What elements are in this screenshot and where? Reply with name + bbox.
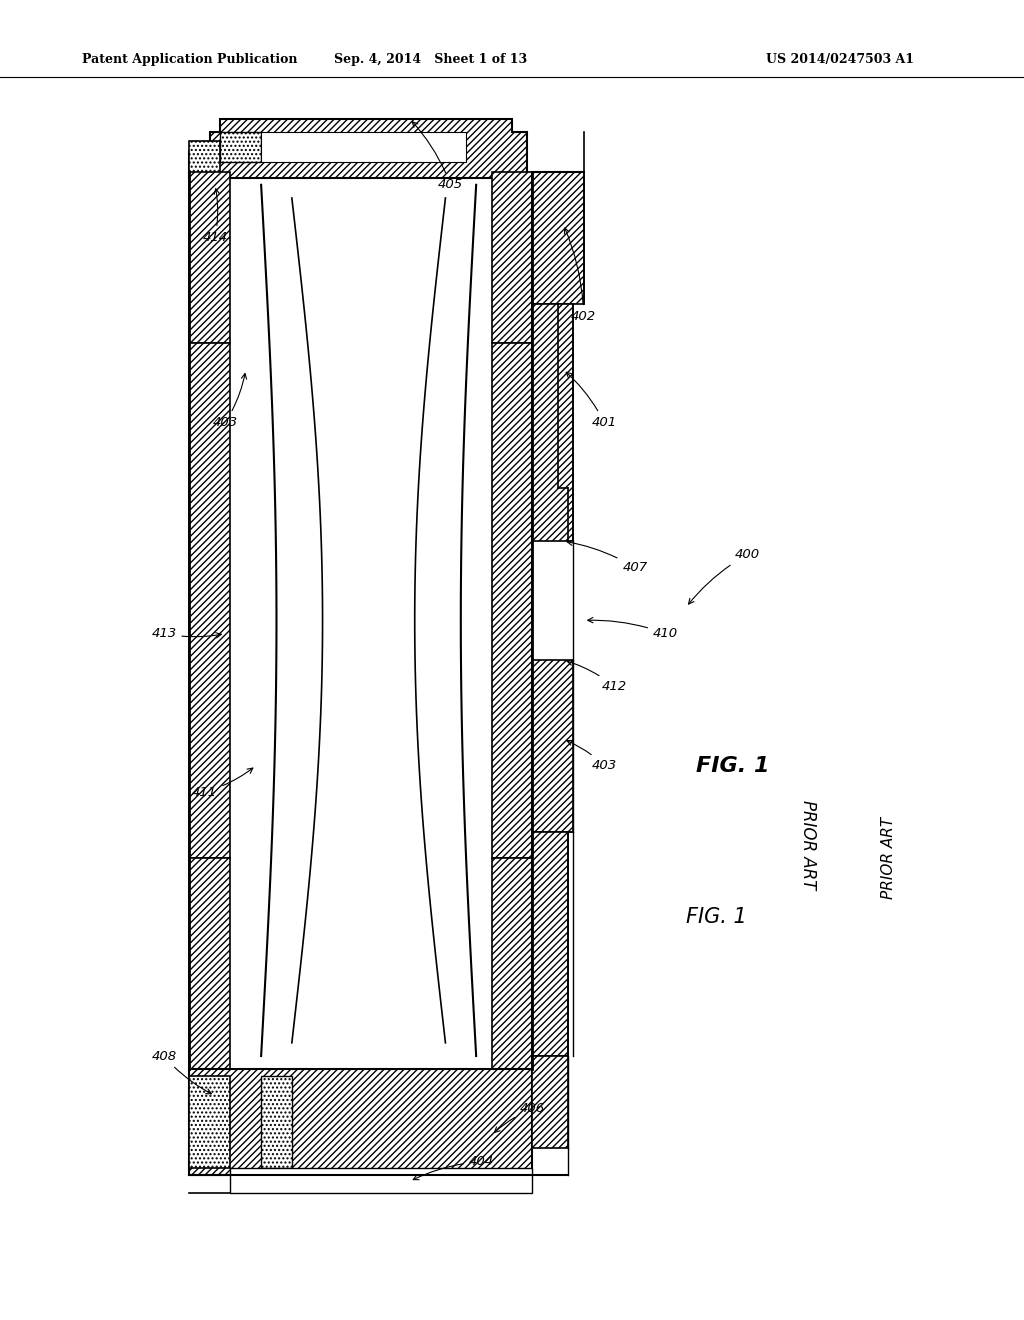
- Text: FIG. 1: FIG. 1: [696, 755, 770, 776]
- Polygon shape: [492, 858, 532, 1069]
- Polygon shape: [532, 1056, 568, 1148]
- Polygon shape: [220, 132, 261, 162]
- Polygon shape: [532, 660, 573, 832]
- Text: 400: 400: [688, 548, 760, 605]
- Polygon shape: [189, 858, 230, 1069]
- Text: 410: 410: [588, 618, 678, 640]
- Polygon shape: [532, 832, 568, 1056]
- Polygon shape: [532, 172, 584, 304]
- Text: 406: 406: [495, 1102, 545, 1133]
- Polygon shape: [189, 141, 220, 178]
- Polygon shape: [189, 343, 230, 858]
- Text: US 2014/0247503 A1: US 2014/0247503 A1: [766, 53, 913, 66]
- Text: 413: 413: [152, 627, 221, 640]
- Text: 403: 403: [567, 741, 616, 772]
- Text: 402: 402: [564, 228, 596, 323]
- Text: 408: 408: [152, 1049, 212, 1094]
- Polygon shape: [189, 119, 527, 178]
- Polygon shape: [230, 1168, 532, 1193]
- Text: 407: 407: [567, 540, 647, 574]
- Polygon shape: [261, 1076, 292, 1168]
- Polygon shape: [189, 1069, 532, 1175]
- Text: 412: 412: [567, 660, 627, 693]
- Text: 414: 414: [203, 189, 227, 244]
- Text: PRIOR ART: PRIOR ART: [881, 817, 896, 899]
- Text: 401: 401: [566, 372, 616, 429]
- Text: PRIOR ART: PRIOR ART: [799, 800, 817, 890]
- Text: Patent Application Publication: Patent Application Publication: [82, 53, 297, 66]
- Text: FIG. 1: FIG. 1: [686, 907, 746, 928]
- Polygon shape: [492, 172, 532, 343]
- Polygon shape: [492, 343, 532, 858]
- Polygon shape: [532, 304, 573, 541]
- Text: 404: 404: [414, 1155, 494, 1180]
- Polygon shape: [189, 172, 230, 343]
- Polygon shape: [189, 1076, 230, 1168]
- Text: 405: 405: [413, 121, 463, 191]
- Polygon shape: [261, 132, 466, 162]
- Text: 411: 411: [193, 768, 253, 799]
- Text: Sep. 4, 2014   Sheet 1 of 13: Sep. 4, 2014 Sheet 1 of 13: [334, 53, 526, 66]
- Text: 403: 403: [213, 374, 247, 429]
